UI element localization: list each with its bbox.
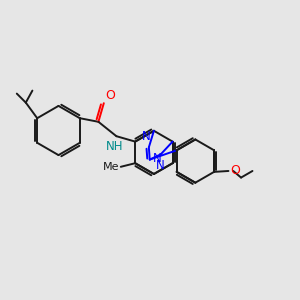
- Text: O: O: [106, 89, 116, 102]
- Text: Me: Me: [103, 162, 119, 172]
- Text: N: N: [153, 152, 161, 166]
- Text: N: N: [155, 159, 164, 172]
- Text: N: N: [142, 130, 151, 143]
- Text: NH: NH: [106, 140, 123, 153]
- Text: O: O: [230, 164, 240, 177]
